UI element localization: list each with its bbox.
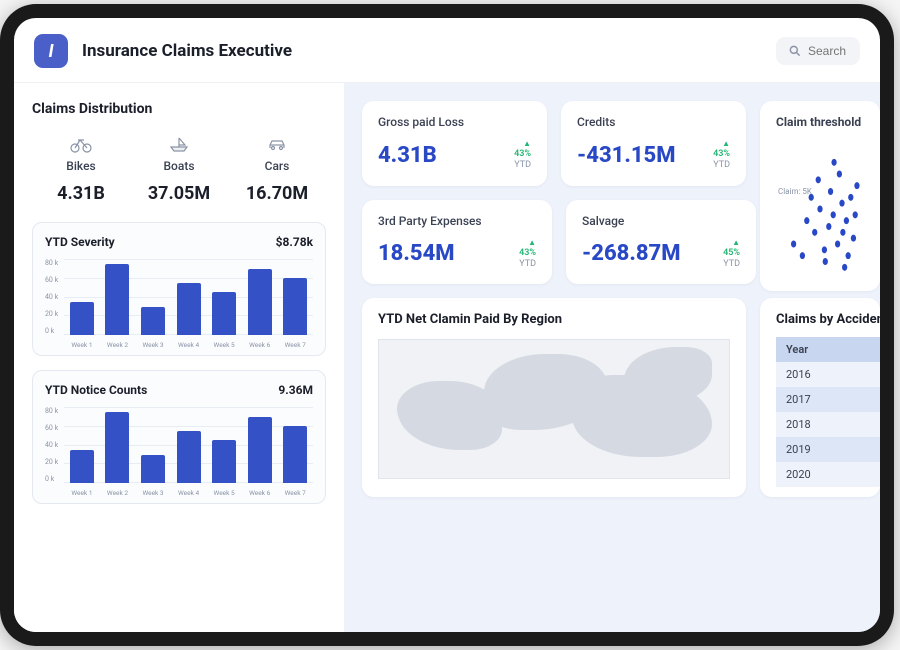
claims-distribution-title: Claims Distribution (32, 101, 326, 117)
dist-item-cars[interactable]: Cars (228, 133, 326, 173)
kpi-label: 3rd Party Expenses (378, 214, 536, 228)
ytd-severity-value: $8.78k (276, 235, 313, 249)
bottom-row: YTD Net Clamin Paid By Region Claims by … (362, 298, 880, 497)
up-triangle-icon: ▲ (519, 238, 536, 248)
dist-value-bikes: 4.31B (32, 183, 130, 204)
chart-bar[interactable] (105, 412, 129, 483)
threshold-annotation: Claim: 5K (778, 187, 812, 196)
content-area: Claims Distribution Bikes Boats (14, 83, 880, 632)
kpi-salvage[interactable]: Salvage -268.87M ▲ 45% YTD (566, 200, 756, 285)
distribution-icons-row: Bikes Boats Cars (32, 133, 326, 173)
search-icon (788, 44, 802, 58)
dist-label-boats: Boats (130, 159, 228, 173)
kpi-delta-block: ▲ 45% YTD (723, 238, 740, 271)
dist-label-bikes: Bikes (32, 159, 130, 173)
kpi-label: Credits (577, 115, 730, 129)
dist-label-cars: Cars (228, 159, 326, 173)
ytd-severity-card: YTD Severity $8.78k 80 k60 k40 k20 k0 kW… (32, 222, 326, 356)
kpi-credits[interactable]: Credits -431.15M ▲ 43% YTD (561, 101, 746, 186)
map-placeholder (378, 339, 730, 479)
chart-bar[interactable] (70, 450, 94, 483)
threshold-title: Claim threshold (776, 115, 864, 129)
scatter-svg (776, 139, 864, 279)
ytd-notice-title: YTD Notice Counts (45, 383, 147, 397)
kpi-value: 4.31B (378, 143, 437, 168)
chart-bar[interactable] (177, 283, 201, 335)
ytd-notice-value: 9.36M (278, 383, 313, 397)
kpi-delta-block: ▲ 43% YTD (514, 139, 531, 172)
kpi-gross-paid-loss[interactable]: Gross paid Loss 4.31B ▲ 43% YTD (362, 101, 547, 186)
map-title: YTD Net Clamin Paid By Region (378, 312, 730, 327)
chart-bar[interactable] (177, 431, 201, 483)
chart-bar[interactable] (212, 440, 236, 483)
up-triangle-icon: ▲ (723, 238, 740, 248)
table-row[interactable]: 2017 (776, 387, 880, 412)
dist-value-boats: 37.05M (130, 183, 228, 204)
table-row[interactable]: 2020 (776, 462, 880, 487)
chart-bar[interactable] (141, 455, 165, 484)
kpi-value: -268.87M (582, 241, 681, 266)
kpi-value: 18.54M (378, 241, 455, 266)
accident-table: Year20162017201820192020 (776, 337, 880, 487)
kpi-third-party[interactable]: 3rd Party Expenses 18.54M ▲ 43% YTD (362, 200, 552, 285)
left-panel: Claims Distribution Bikes Boats (14, 83, 344, 632)
up-triangle-icon: ▲ (514, 139, 531, 149)
kpi-label: Salvage (582, 214, 740, 228)
chart-bar[interactable] (212, 292, 236, 335)
chart-bar[interactable] (248, 269, 272, 336)
ytd-severity-chart: 80 k60 k40 k20 k0 kWeek 1Week 2Week 3Wee… (45, 259, 313, 349)
kpi-label: Gross paid Loss (378, 115, 531, 129)
distribution-values-row: 4.31B 37.05M 16.70M (32, 183, 326, 204)
app-header: I Insurance Claims Executive (14, 18, 880, 83)
accident-title: Claims by Accident (776, 312, 880, 327)
ytd-notice-card: YTD Notice Counts 9.36M 80 k60 k40 k20 k… (32, 370, 326, 504)
table-row[interactable]: 2016 (776, 362, 880, 387)
dist-item-bikes[interactable]: Bikes (32, 133, 130, 173)
boat-icon (130, 133, 228, 155)
kpi-value: -431.15M (577, 143, 676, 168)
app-logo: I (34, 34, 68, 68)
search-input[interactable] (808, 44, 848, 58)
tablet-frame: I Insurance Claims Executive Claims Dist… (0, 4, 894, 646)
search-box[interactable] (776, 37, 860, 65)
up-triangle-icon: ▲ (713, 139, 730, 149)
chart-bar[interactable] (283, 426, 307, 483)
chart-bar[interactable] (141, 307, 165, 336)
page-title: Insurance Claims Executive (82, 41, 292, 61)
table-header: Year (776, 337, 880, 362)
table-row[interactable]: 2018 (776, 412, 880, 437)
bike-icon (32, 133, 130, 155)
chart-bar[interactable] (248, 417, 272, 484)
tablet-screen: I Insurance Claims Executive Claims Dist… (14, 18, 880, 632)
chart-bar[interactable] (105, 264, 129, 335)
ytd-notice-chart: 80 k60 k40 k20 k0 kWeek 1Week 2Week 3Wee… (45, 407, 313, 497)
kpi-row-1: Gross paid Loss 4.31B ▲ 43% YTD Credits (362, 101, 880, 186)
kpi-delta-block: ▲ 43% YTD (713, 139, 730, 172)
logo-letter: I (48, 41, 53, 62)
right-panel: Gross paid Loss 4.31B ▲ 43% YTD Credits (344, 83, 880, 632)
threshold-scatter: Claim: 5K (776, 139, 864, 279)
table-row[interactable]: 2019 (776, 437, 880, 462)
chart-bar[interactable] (283, 278, 307, 335)
accident-table-card[interactable]: Claims by Accident Year20162017201820192… (760, 298, 880, 497)
dist-item-boats[interactable]: Boats (130, 133, 228, 173)
map-card[interactable]: YTD Net Clamin Paid By Region (362, 298, 746, 497)
dist-value-cars: 16.70M (228, 183, 326, 204)
ytd-severity-title: YTD Severity (45, 235, 115, 249)
chart-bar[interactable] (70, 302, 94, 335)
car-icon (228, 133, 326, 155)
kpi-delta-block: ▲ 43% YTD (519, 238, 536, 271)
claim-threshold-card[interactable]: Claim threshold Claim: 5K (760, 101, 880, 291)
